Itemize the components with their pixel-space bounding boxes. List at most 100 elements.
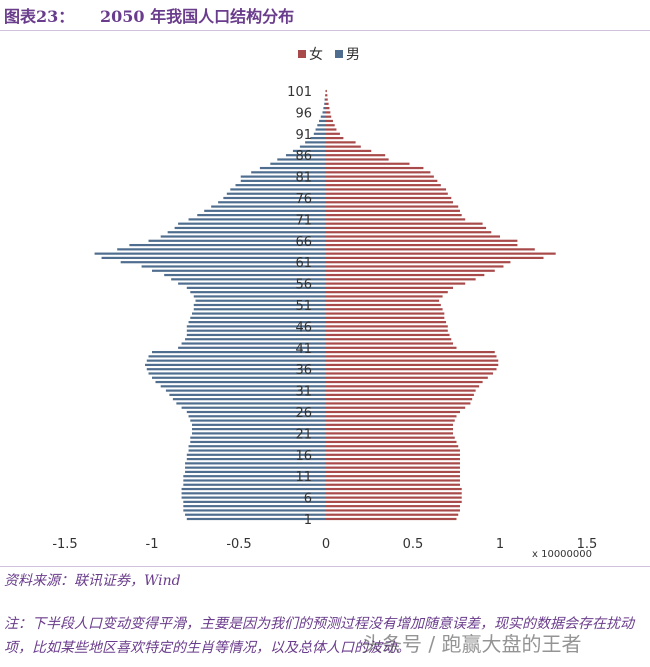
bar-female-age-16 xyxy=(326,453,460,456)
bar-male-age-99 xyxy=(324,98,326,101)
y-tick-label-71: 71 xyxy=(295,213,312,228)
bar-male-age-46 xyxy=(186,325,326,328)
bar-male-age-94 xyxy=(319,119,326,123)
bar-female-age-41 xyxy=(326,346,457,349)
bar-female-age-81 xyxy=(326,175,434,178)
bar-male-age-82 xyxy=(251,171,326,174)
bar-female-age-77 xyxy=(326,192,448,195)
bar-male-age-69 xyxy=(174,226,326,230)
bar-male-age-57 xyxy=(171,278,326,281)
bar-male-age-72 xyxy=(197,214,326,217)
bar-female-age-76 xyxy=(326,196,452,200)
bar-male-age-25 xyxy=(188,415,326,418)
y-tick-label-86: 86 xyxy=(295,149,312,164)
y-tick-label-101: 101 xyxy=(287,85,312,100)
bar-male-age-34 xyxy=(152,376,326,379)
figure-header: 图表23： 2050 年我国人口结构分布 xyxy=(0,0,650,31)
bar-male-age-2 xyxy=(185,513,326,516)
bar-male-age-4 xyxy=(183,505,326,508)
bar-female-age-36 xyxy=(326,368,497,371)
bar-male-age-38 xyxy=(146,359,326,362)
bar-male-age-6 xyxy=(181,496,326,499)
bar-female-age-96 xyxy=(326,111,331,114)
bar-female-age-13 xyxy=(326,466,460,469)
bar-female-age-48 xyxy=(326,316,445,319)
bar-female-age-4 xyxy=(326,505,460,508)
bar-male-age-61 xyxy=(120,261,327,264)
bar-male-age-75 xyxy=(218,201,326,204)
y-tick-label-11: 11 xyxy=(295,470,312,485)
bar-female-age-95 xyxy=(326,115,332,118)
bar-female-age-34 xyxy=(326,376,488,379)
bar-female-age-44 xyxy=(326,333,450,337)
figure-label: 图表23： xyxy=(4,7,75,26)
bar-male-age-77 xyxy=(226,192,326,195)
bar-male-age-101 xyxy=(325,89,326,93)
bar-male-age-28 xyxy=(176,402,326,405)
bar-male-age-95 xyxy=(320,115,326,118)
bar-female-age-75 xyxy=(326,201,454,204)
bar-female-age-43 xyxy=(326,338,452,341)
bar-female-age-53 xyxy=(326,295,443,298)
bar-male-age-98 xyxy=(324,102,326,105)
bar-male-age-35 xyxy=(148,372,326,375)
bar-male-age-3 xyxy=(183,509,326,512)
bar-female-age-68 xyxy=(326,231,492,234)
bar-female-age-11 xyxy=(326,475,460,478)
bar-female-age-17 xyxy=(326,449,460,452)
y-tick-label-56: 56 xyxy=(295,278,312,293)
legend-label-female: 女 xyxy=(309,46,323,63)
bar-male-age-41 xyxy=(178,346,326,349)
bar-male-age-32 xyxy=(160,385,326,388)
bar-male-age-89 xyxy=(305,141,326,144)
bar-female-age-50 xyxy=(326,308,443,311)
bar-female-age-32 xyxy=(326,385,480,388)
note-text: 注：下半段人口变动变得平滑，主要是因为我们的预测过程没有增加随意误差，现实的数据… xyxy=(4,616,634,656)
bar-female-age-6 xyxy=(326,496,462,499)
bar-male-age-83 xyxy=(259,166,326,170)
bar-male-age-40 xyxy=(152,350,326,354)
y-tick-label-21: 21 xyxy=(295,427,312,442)
bar-male-age-85 xyxy=(277,158,326,161)
bar-male-age-17 xyxy=(188,449,326,452)
bar-female-age-8 xyxy=(326,487,462,491)
bar-male-age-1 xyxy=(186,517,326,521)
bar-female-age-67 xyxy=(326,235,500,238)
bar-male-age-37 xyxy=(145,363,326,367)
bar-female-age-21 xyxy=(326,432,454,435)
source-text: 资料来源：联讯证券，Wind xyxy=(4,573,181,589)
bar-female-age-2 xyxy=(326,513,459,516)
bar-male-age-21 xyxy=(192,432,326,435)
bar-female-age-83 xyxy=(326,166,424,170)
bar-male-age-80 xyxy=(240,179,326,182)
bar-male-age-66 xyxy=(148,239,326,242)
bar-male-age-29 xyxy=(172,398,326,401)
bar-male-age-27 xyxy=(181,406,326,409)
legend-swatch-female xyxy=(298,50,306,58)
bar-female-age-51 xyxy=(326,303,441,307)
bar-female-age-101 xyxy=(326,89,327,93)
legend-swatch-male xyxy=(335,50,343,58)
bar-male-age-22 xyxy=(192,428,326,431)
x-tick-label-1: -1 xyxy=(146,537,159,552)
bar-male-age-18 xyxy=(188,445,326,448)
bar-male-age-79 xyxy=(235,184,326,187)
bar-male-age-76 xyxy=(223,196,326,200)
y-tick-label-81: 81 xyxy=(295,171,312,186)
bar-male-age-65 xyxy=(129,243,326,247)
bar-female-age-47 xyxy=(326,321,447,324)
bar-female-age-59 xyxy=(326,269,495,272)
bar-male-age-54 xyxy=(190,291,326,294)
bar-male-age-30 xyxy=(169,393,326,396)
bar-female-age-63 xyxy=(326,252,556,255)
bar-male-age-74 xyxy=(211,205,326,208)
bar-female-age-57 xyxy=(326,278,476,281)
bar-female-age-65 xyxy=(326,243,518,247)
bar-male-age-26 xyxy=(186,410,326,414)
bar-male-age-16 xyxy=(186,453,326,456)
bar-female-age-19 xyxy=(326,440,457,444)
bar-female-age-72 xyxy=(326,214,462,217)
bar-female-age-58 xyxy=(326,273,485,277)
y-tick-label-16: 16 xyxy=(295,449,312,464)
y-tick-label-91: 91 xyxy=(295,128,312,143)
